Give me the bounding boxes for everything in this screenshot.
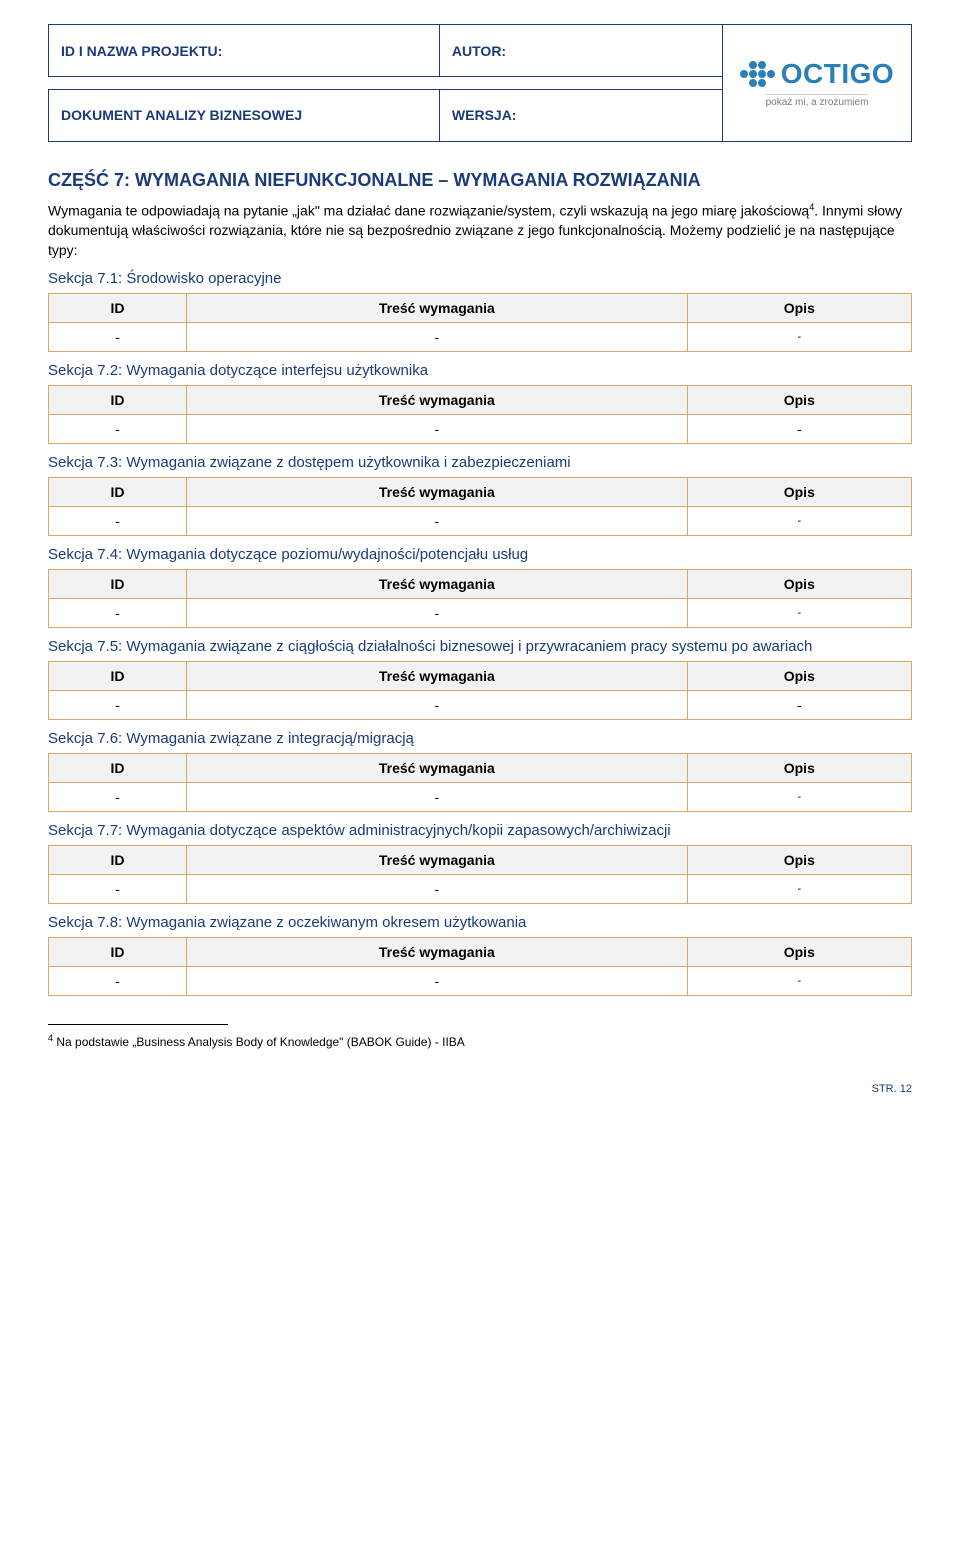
- table-row: ---: [49, 507, 912, 536]
- col-header-desc: Opis: [687, 386, 911, 415]
- sections-list: Sekcja 7.1: Środowisko operacyjneIDTreść…: [48, 270, 912, 996]
- requirements-table: IDTreść wymaganiaOpis---: [48, 937, 912, 996]
- logo-tagline: pokaż mi, a zrozumiem: [766, 94, 869, 108]
- table-cell: -: [687, 875, 911, 904]
- footnote: 4 Na podstawie „Business Analysis Body o…: [48, 1033, 912, 1049]
- section-title: Sekcja 7.5: Wymagania związane z ciągłoś…: [48, 638, 912, 655]
- col-header-content: Treść wymagania: [187, 294, 688, 323]
- requirements-table: IDTreść wymaganiaOpis---: [48, 477, 912, 536]
- table-row: ---: [49, 599, 912, 628]
- table-cell: -: [187, 507, 688, 536]
- requirements-table: IDTreść wymaganiaOpis---: [48, 661, 912, 720]
- section-title: Sekcja 7.3: Wymagania związane z dostępe…: [48, 454, 912, 471]
- part-title: CZĘŚĆ 7: WYMAGANIA NIEFUNKCJONALNE – WYM…: [48, 170, 912, 191]
- table-row: ---: [49, 691, 912, 720]
- table-cell: -: [187, 967, 688, 996]
- col-header-content: Treść wymagania: [187, 938, 688, 967]
- logo-icon: [740, 61, 775, 87]
- col-header-desc: Opis: [687, 754, 911, 783]
- doc-title-label: DOKUMENT ANALIZY BIZNESOWEJ: [61, 107, 302, 123]
- table-cell: -: [49, 507, 187, 536]
- requirements-table: IDTreść wymaganiaOpis---: [48, 293, 912, 352]
- col-header-content: Treść wymagania: [187, 570, 688, 599]
- table-cell: -: [49, 599, 187, 628]
- col-header-content: Treść wymagania: [187, 754, 688, 783]
- table-cell: -: [687, 691, 911, 720]
- col-header-content: Treść wymagania: [187, 846, 688, 875]
- requirements-table: IDTreść wymaganiaOpis---: [48, 753, 912, 812]
- section-title: Sekcja 7.7: Wymagania dotyczące aspektów…: [48, 822, 912, 839]
- footnote-text: Na podstawie „Business Analysis Body of …: [53, 1035, 465, 1049]
- table-cell: -: [49, 967, 187, 996]
- col-header-content: Treść wymagania: [187, 478, 688, 507]
- requirements-table: IDTreść wymaganiaOpis---: [48, 385, 912, 444]
- author-label: AUTOR:: [452, 43, 506, 59]
- page-label: STR.: [872, 1083, 897, 1095]
- section-title: Sekcja 7.1: Środowisko operacyjne: [48, 270, 912, 287]
- table-cell: -: [49, 875, 187, 904]
- table-cell: -: [49, 691, 187, 720]
- version-label: WERSJA:: [452, 107, 517, 123]
- project-id-label: ID I NAZWA PROJEKTU:: [61, 43, 222, 59]
- table-cell: -: [687, 599, 911, 628]
- table-row: ---: [49, 967, 912, 996]
- document-header: ID I NAZWA PROJEKTU: AUTOR: DOKUMENT ANA…: [48, 24, 912, 142]
- col-header-desc: Opis: [687, 846, 911, 875]
- requirements-table: IDTreść wymaganiaOpis---: [48, 569, 912, 628]
- table-row: ---: [49, 783, 912, 812]
- table-cell: -: [187, 691, 688, 720]
- table-row: ---: [49, 323, 912, 352]
- col-header-id: ID: [49, 662, 187, 691]
- section-title: Sekcja 7.8: Wymagania związane z oczekiw…: [48, 914, 912, 931]
- table-cell: -: [187, 599, 688, 628]
- table-cell: -: [49, 415, 187, 444]
- section-title: Sekcja 7.4: Wymagania dotyczące poziomu/…: [48, 546, 912, 563]
- section-title: Sekcja 7.6: Wymagania związane z integra…: [48, 730, 912, 747]
- col-header-desc: Opis: [687, 938, 911, 967]
- table-cell: -: [187, 415, 688, 444]
- table-cell: -: [187, 783, 688, 812]
- table-cell: -: [687, 323, 911, 352]
- table-cell: -: [49, 783, 187, 812]
- table-row: ---: [49, 875, 912, 904]
- footnote-rule: [48, 1024, 228, 1025]
- col-header-content: Treść wymagania: [187, 662, 688, 691]
- table-cell: -: [687, 783, 911, 812]
- col-header-id: ID: [49, 570, 187, 599]
- intro-paragraph: Wymagania te odpowiadają na pytanie „jak…: [48, 201, 912, 260]
- table-cell: -: [687, 967, 911, 996]
- page-num-value: 12: [900, 1083, 912, 1095]
- table-row: ---: [49, 415, 912, 444]
- table-cell: -: [187, 323, 688, 352]
- section-title: Sekcja 7.2: Wymagania dotyczące interfej…: [48, 362, 912, 379]
- col-header-desc: Opis: [687, 662, 911, 691]
- brand-logo: OCTIGO pokaż mi, a zrozumiem: [722, 24, 912, 142]
- col-header-id: ID: [49, 386, 187, 415]
- requirements-table: IDTreść wymaganiaOpis---: [48, 845, 912, 904]
- table-cell: -: [49, 323, 187, 352]
- logo-brand-text: OCTIGO: [781, 58, 894, 90]
- page-number: STR. 12: [48, 1083, 912, 1095]
- col-header-id: ID: [49, 294, 187, 323]
- col-header-id: ID: [49, 478, 187, 507]
- col-header-id: ID: [49, 754, 187, 783]
- table-cell: -: [187, 875, 688, 904]
- col-header-desc: Opis: [687, 294, 911, 323]
- header-meta-table: ID I NAZWA PROJEKTU: AUTOR: DOKUMENT ANA…: [48, 24, 723, 142]
- col-header-desc: Opis: [687, 570, 911, 599]
- col-header-content: Treść wymagania: [187, 386, 688, 415]
- table-cell: -: [687, 415, 911, 444]
- intro-text-1: Wymagania te odpowiadają na pytanie „jak…: [48, 203, 809, 219]
- col-header-id: ID: [49, 938, 187, 967]
- col-header-id: ID: [49, 846, 187, 875]
- col-header-desc: Opis: [687, 478, 911, 507]
- table-cell: -: [687, 507, 911, 536]
